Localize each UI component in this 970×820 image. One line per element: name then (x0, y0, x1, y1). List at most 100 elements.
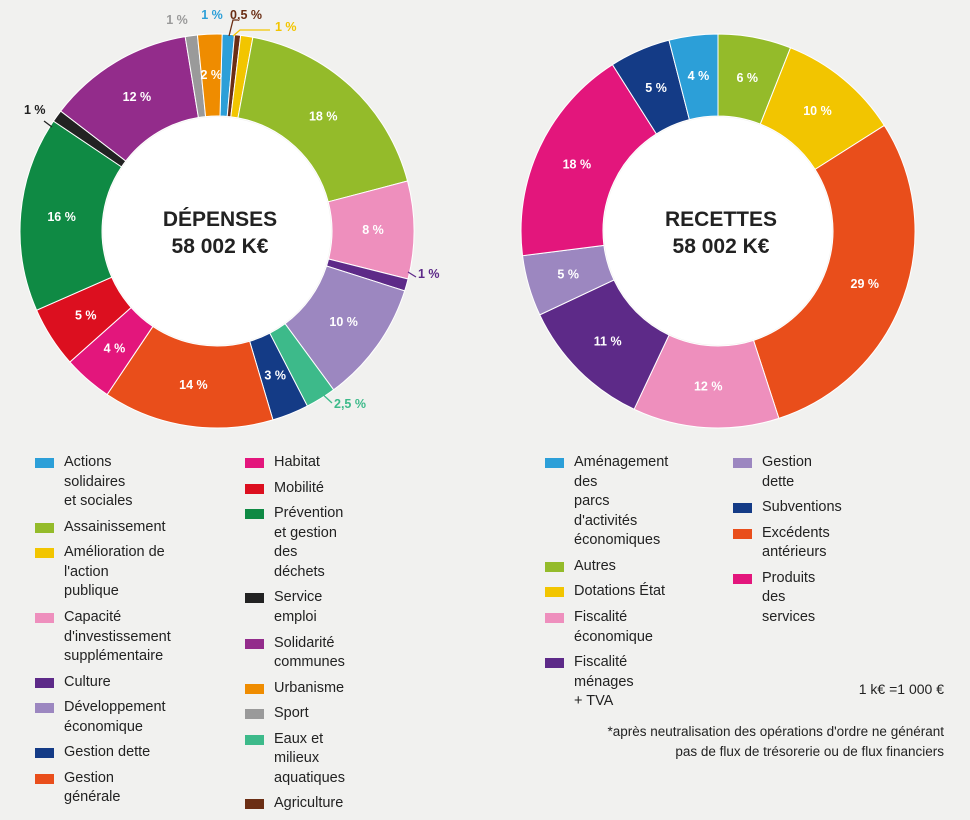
legend-label: Actions solidaires et sociales (64, 454, 133, 510)
recettes-donut: 6 % 10 % 29 % 12 % 11 % 5 % 18 % 5 % 4 % RECETTES… (520, 33, 916, 429)
legend-swatch (35, 548, 54, 559)
legend-item: Eaux et milieux aquatiques (245, 730, 345, 789)
legend-item: Produits des services (733, 569, 842, 628)
legend-item: Culture (35, 673, 171, 693)
legend-swatch (733, 503, 752, 514)
unit-note: 1 k€ =1 000 € (858, 681, 944, 697)
legend-swatch (35, 703, 54, 714)
legend-item: Sport (245, 704, 345, 724)
legend-label: Fiscalité ménages + TVA (574, 654, 634, 710)
legend-item: Urbanisme (245, 679, 345, 699)
slice-label: 1 % (418, 267, 440, 281)
legend-label: Prévention et gestion des déchets (274, 505, 344, 580)
legend-item: Gestion dette (733, 453, 842, 492)
legend-label: Capacité d'investissement supplémentaire (64, 608, 171, 665)
slice-label: 10 % (803, 104, 832, 118)
legend-swatch (245, 593, 264, 604)
legend-swatch (35, 748, 54, 759)
legend-swatch (245, 483, 264, 494)
legend-item: Actions solidaires et sociales (35, 453, 171, 512)
depenses-donut: 1 % 0,5 % 1 % 18 % 8 % 1 % 10 % 2,5 % 3 % 14 % 4 %… (19, 8, 440, 429)
legend-item: Mobilité (245, 479, 345, 499)
legend-item: Assainissement (35, 518, 171, 538)
legend-swatch (35, 677, 54, 688)
slice-label: 16 % (47, 210, 76, 224)
legend-swatch (733, 458, 752, 468)
leader-line (317, 389, 333, 404)
legend-swatch (35, 522, 54, 533)
legend-swatch (545, 612, 564, 623)
slice-label: 12 % (694, 380, 723, 394)
leader-line (407, 271, 417, 278)
legend-column: Actions solidaires et sociales Assainisse… (35, 453, 171, 814)
slice-label: 14 % (179, 378, 208, 392)
slice-label: 4 % (104, 342, 126, 356)
legend-label: Assainissement (64, 518, 166, 535)
slice-label: 2 % (201, 68, 223, 82)
legend-swatch (35, 612, 54, 623)
legend-item: Solidarité communes (245, 634, 345, 673)
slice-label: 10 % (329, 315, 358, 329)
slice-label: 11 % (594, 334, 622, 348)
legend-swatch (245, 709, 264, 720)
legend-item: Gestion générale (35, 769, 171, 808)
legend-label: Mobilité (274, 479, 324, 496)
legend-item: Autres (545, 557, 668, 577)
legend-label: Solidarité communes (274, 634, 345, 671)
legend-swatch (245, 734, 264, 745)
legend-column: Habitat Mobilité Prévention et gestion des… (245, 453, 345, 820)
leader-line (228, 19, 238, 37)
legend-label: Agriculture (274, 795, 344, 812)
donut-hole (604, 117, 832, 345)
legend-label: Gestion dette (762, 454, 812, 490)
legend-label: Urbanisme (274, 679, 345, 696)
legend-label: Sport (274, 705, 309, 722)
legend-label: Service emploi (274, 589, 323, 625)
legend-swatch (245, 638, 264, 649)
slice-label: 0,5 % (230, 8, 262, 22)
legend-item: Dotations État (545, 582, 668, 602)
slice-label: 2,5 % (334, 397, 366, 411)
donut-title: DÉPENSES (163, 208, 277, 231)
legend-swatch (245, 458, 264, 468)
legend-swatch (245, 683, 264, 694)
slice-label: 5 % (645, 81, 667, 95)
legend-item: Excédents antérieurs (733, 524, 842, 563)
legend-label: Aménagement des parcs d'activités économ… (574, 454, 669, 549)
slice-label: 1 % (201, 8, 223, 22)
legend-item: Capacité d'investissement supplémentaire (35, 608, 171, 667)
legend-swatch (545, 587, 564, 598)
donut-charts: 1 % 0,5 % 1 % 18 % 8 % 1 % 10 % 2,5 % 3 % 14 % 4 %… (19, 8, 916, 429)
slice-label: 18 % (309, 110, 338, 124)
legend-item: Fiscalité ménages + TVA (545, 653, 668, 712)
slice-excedents-anterieurs (752, 124, 916, 419)
legend-swatch (245, 509, 264, 520)
legend-item: Agriculture (245, 794, 345, 814)
legend-label: Eaux et milieux aquatiques (274, 730, 345, 786)
slice-label: 5 % (557, 268, 579, 282)
donut-total: 58 002 K€ (673, 235, 770, 258)
legend-item: Fiscalité économique (545, 608, 668, 647)
slice-label: 8 % (362, 223, 384, 237)
legend-label: Amélioration de l'action publique (64, 544, 165, 600)
donut-hole (103, 117, 331, 345)
slice-label: 18 % (563, 158, 592, 172)
donut-total: 58 002 K€ (172, 235, 269, 258)
legend-swatch (733, 573, 752, 584)
legend-column: Gestion dette Subventions Excédents antéri… (733, 453, 842, 634)
footnote: *après neutralisation des opérations d'o… (607, 724, 944, 759)
legend-item: Service emploi (245, 588, 345, 627)
slice-produits-des-services (520, 63, 658, 257)
slice-label: 5 % (75, 308, 97, 322)
legend-label: Produits des services (762, 569, 816, 625)
legend-item: Subventions (733, 498, 842, 518)
legend-label: Autres (574, 557, 616, 574)
legend-label: Culture (64, 673, 111, 690)
slice-assainissement (237, 36, 409, 203)
slice-label: 6 % (736, 71, 758, 85)
legend-swatch (245, 799, 264, 810)
legend-item: Habitat (245, 453, 345, 473)
legend-label: Fiscalité économique (574, 608, 653, 645)
legend-label: Gestion dette (64, 744, 151, 761)
legend-column: Aménagement des parcs d'activités économ… (545, 453, 668, 718)
